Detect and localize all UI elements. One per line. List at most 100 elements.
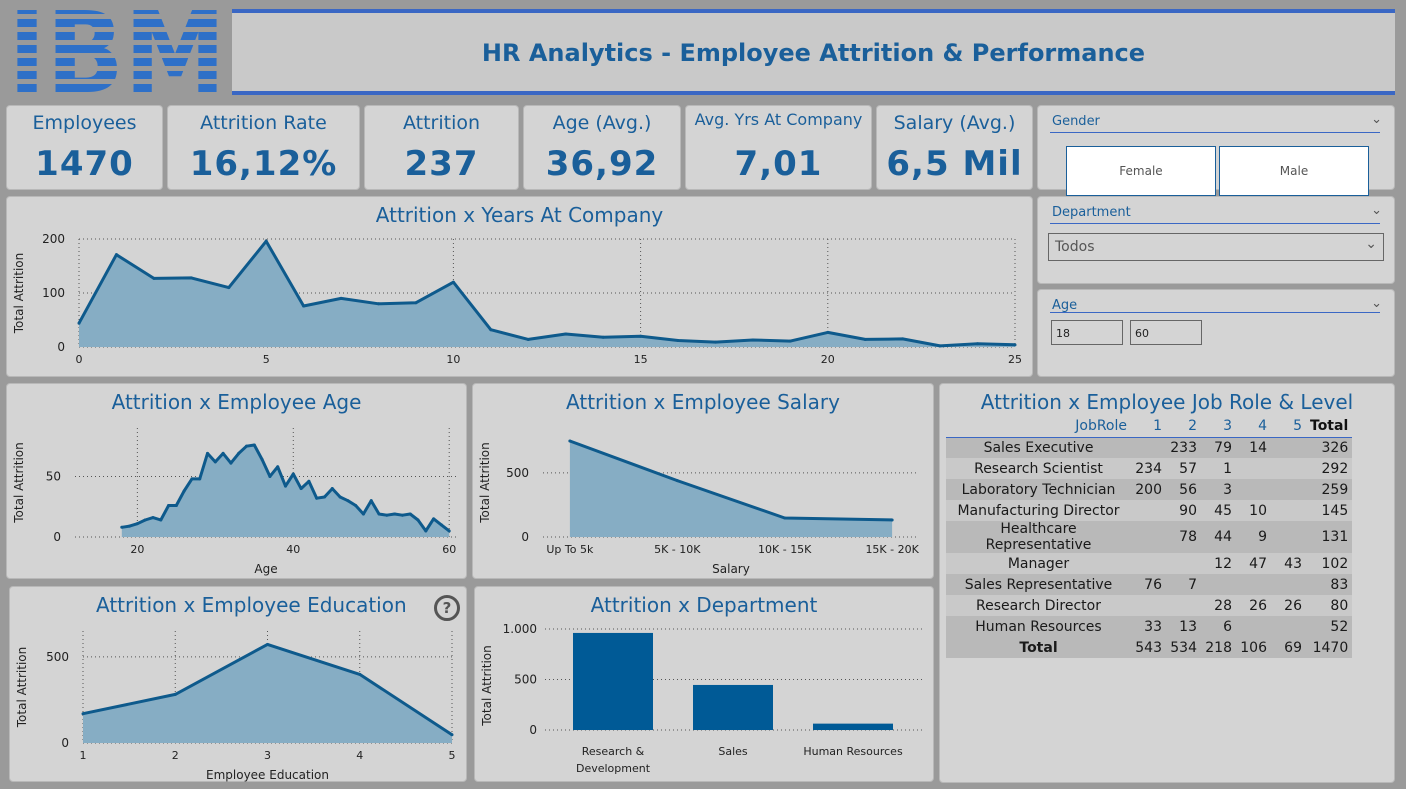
chart-years-svg: 0 100 200 0 5 10 15 20 25 Total Attrition (12, 232, 1022, 366)
data-point (338, 495, 342, 499)
gender-male-button[interactable]: Male (1219, 146, 1369, 196)
table-cell: 326 (1306, 437, 1353, 458)
data-point (245, 444, 249, 448)
data-point (135, 522, 139, 526)
chart-employee-salary: Attrition x Employee Salary 0 500 Up To 5k… (472, 383, 934, 579)
x-tick-label: 1 (80, 749, 87, 762)
data-point (393, 512, 397, 516)
chevron-down-icon[interactable]: ⌄ (1371, 112, 1382, 127)
data-point (307, 479, 311, 483)
table-cell (1131, 437, 1166, 458)
y-axis-label: Total Attrition (480, 645, 494, 727)
y-tick-label: 500 (514, 673, 537, 687)
table-cell: 83 (1306, 574, 1353, 595)
age-slicer: Age ⌄ 18 60 (1037, 289, 1395, 377)
table-cell: 145 (1306, 500, 1353, 521)
row-label: Manufacturing Director (946, 500, 1131, 521)
table-cell: 233 (1166, 437, 1201, 458)
data-point (114, 253, 118, 257)
column-header[interactable]: 5 (1271, 416, 1306, 438)
table-cell: 131 (1306, 521, 1353, 553)
table-cell: 7 (1166, 574, 1201, 595)
table-cell (1271, 458, 1306, 479)
data-point (291, 472, 295, 476)
data-point (315, 496, 319, 500)
series-line (569, 439, 893, 522)
column-header[interactable]: 2 (1166, 416, 1201, 438)
table-cell: 543 (1131, 637, 1166, 658)
y-tick-label: 1.000 (503, 622, 537, 636)
x-tick-label: 4 (356, 749, 363, 762)
kpi-avg-years-at-company: Avg. Yrs At Company 7,01 (685, 105, 872, 190)
data-point (77, 321, 81, 325)
gender-female-button[interactable]: Female (1066, 146, 1216, 196)
x-tick-label: 5 (449, 749, 456, 762)
ibm-logo: IBM (6, 4, 228, 96)
chart-title: Attrition x Employee Education (96, 593, 407, 617)
x-tick-label: 5 (263, 353, 270, 366)
y-tick-label: 0 (61, 736, 69, 750)
x-tick-label: 2 (172, 749, 179, 762)
table-cell (1166, 595, 1201, 616)
x-tick-label: 10K - 15K (758, 543, 812, 556)
data-point (237, 451, 241, 455)
data-point (159, 518, 163, 522)
table-cell: 200 (1131, 479, 1166, 500)
data-point (167, 504, 171, 508)
table-cell: 28 (1201, 595, 1236, 616)
table-cell: 1 (1201, 458, 1236, 479)
data-point (276, 465, 280, 469)
table-cell (1131, 521, 1166, 553)
column-header[interactable]: Total (1306, 416, 1353, 438)
help-icon[interactable]: ? (434, 595, 460, 621)
chart-years-at-company: Attrition x Years At Company 0 100 200 0 5 10… (6, 196, 1033, 377)
row-label: Manager (946, 553, 1131, 574)
chart-department: Attrition x Department 0 500 1.000 Research… (474, 586, 934, 782)
department-slicer: Department ⌄ Todos ⌄ (1037, 196, 1395, 284)
data-point (190, 477, 194, 481)
series-area (83, 644, 452, 743)
data-point (369, 499, 373, 503)
table-cell (1271, 616, 1306, 637)
slicer-title: Age (1052, 298, 1078, 313)
table-row: Sales Representative 76 7 83 (946, 574, 1353, 595)
data-point (354, 504, 358, 508)
data-point (358, 672, 362, 676)
data-point (346, 499, 350, 503)
column-header[interactable]: 1 (1131, 416, 1166, 438)
department-dropdown[interactable]: Todos ⌄ (1048, 233, 1384, 261)
kpi-label: Attrition (402, 112, 481, 134)
kpi-age-avg: Age (Avg.) 36,92 (523, 105, 681, 190)
data-point (675, 479, 679, 483)
chevron-down-icon[interactable]: ⌄ (1371, 203, 1382, 218)
chart-title: Attrition x Employee Salary (566, 390, 840, 414)
table-cell: 26 (1236, 595, 1271, 616)
table-title: Attrition x Employee Job Role & Level (980, 390, 1354, 414)
kpi-attrition: Attrition 237 (364, 105, 519, 190)
table-cell: 56 (1166, 479, 1201, 500)
kpi-salary-avg: Salary (Avg.) 6,5 Mil (876, 105, 1033, 190)
data-point (206, 451, 210, 455)
table-cell: 102 (1306, 553, 1353, 574)
age-max-input[interactable]: 60 (1130, 320, 1202, 345)
column-header[interactable]: 4 (1236, 416, 1271, 438)
table-cell: 14 (1236, 437, 1271, 458)
series-area (569, 441, 893, 537)
x-tick-label: 10 (446, 353, 460, 366)
column-header-jobrole[interactable]: JobRole (946, 416, 1131, 438)
chevron-down-icon[interactable]: ⌄ (1371, 296, 1382, 311)
column-header[interactable]: 3 (1201, 416, 1236, 438)
y-tick-label: 500 (506, 466, 529, 480)
data-point (526, 337, 530, 341)
data-point (783, 516, 787, 520)
table-row: Sales Executive 233 79 14 326 (946, 437, 1353, 458)
data-point (432, 517, 436, 521)
table-cell: 1470 (1306, 637, 1353, 658)
age-min-input[interactable]: 18 (1051, 320, 1123, 345)
x-tick-label: Up To 5k (546, 543, 594, 556)
chart-employee-education: Attrition x Employee Education ? 0 500 1 2 3… (9, 586, 467, 782)
bar (813, 723, 893, 730)
kpi-label: Attrition Rate (200, 112, 327, 134)
x-tick-label: 0 (76, 353, 83, 366)
y-tick-label: 0 (57, 340, 65, 354)
